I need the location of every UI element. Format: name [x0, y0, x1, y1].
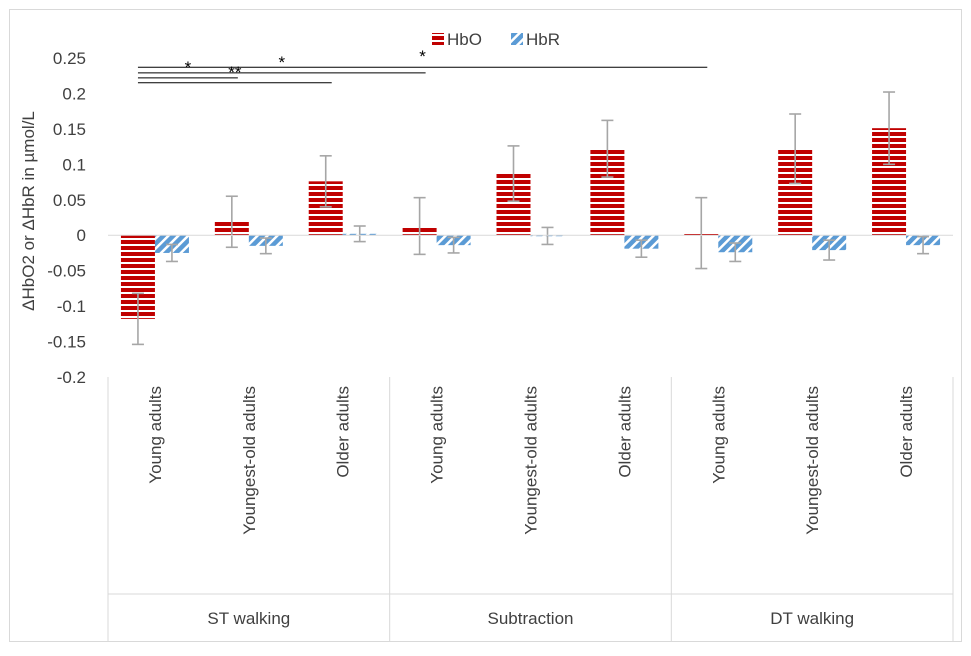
error-bar-hbr — [541, 226, 554, 246]
category-label: Young adults — [146, 386, 165, 484]
error-bar-hbo — [507, 145, 520, 202]
significance-bracket: * — [137, 47, 708, 68]
error-bar-hbo — [883, 91, 896, 166]
significance-marker: ** — [228, 63, 242, 82]
group-label: DT walking — [770, 609, 854, 628]
error-bar-hbr — [823, 239, 836, 261]
legend-item: HbR — [511, 30, 560, 49]
legend-swatch — [511, 33, 523, 45]
y-tick-label: 0 — [77, 226, 86, 245]
error-bar-hbo — [789, 113, 802, 185]
significance-marker: * — [419, 47, 426, 66]
y-tick-label: 0.05 — [53, 191, 86, 210]
y-tick-label: -0.15 — [47, 333, 86, 352]
y-tick-label: 0.15 — [53, 120, 86, 139]
legend-swatch — [432, 33, 444, 45]
group-label: Subtraction — [488, 609, 574, 628]
significance-marker: * — [278, 53, 285, 72]
legend-item: HbO — [432, 30, 482, 49]
category-label: Older adults — [334, 386, 353, 478]
y-tick-label: -0.05 — [47, 262, 86, 281]
y-tick-label: 0.25 — [53, 49, 86, 68]
error-bar-hbo — [601, 119, 614, 178]
legend-label: HbR — [526, 30, 560, 49]
y-tick-label: -0.1 — [57, 297, 86, 316]
category-label: Youngest-old adults — [240, 386, 259, 535]
error-bar-hbo — [225, 195, 238, 249]
error-bar-hbr — [917, 235, 930, 255]
error-bar-hbr — [447, 236, 460, 254]
significance-bracket: * — [137, 53, 426, 74]
y-tick-label: 0.1 — [62, 155, 86, 174]
y-tick-label: -0.2 — [57, 368, 86, 387]
category-label: Young adults — [709, 386, 728, 484]
category-label: Older adults — [897, 386, 916, 478]
group-label: ST walking — [207, 609, 290, 628]
error-bar-hbo — [413, 196, 426, 256]
error-bar-hbo — [131, 292, 144, 346]
error-bar-hbr — [353, 225, 366, 243]
chart-frame — [9, 9, 962, 642]
error-bar-hbr — [635, 239, 648, 258]
error-bar-hbr — [729, 242, 742, 263]
category-label: Older adults — [615, 386, 634, 478]
error-bar-hbo — [319, 155, 332, 208]
error-bar-hbr — [165, 243, 178, 263]
y-tick-label: 0.2 — [62, 84, 86, 103]
category-label: Youngest-old adults — [803, 386, 822, 535]
error-bar-hbr — [259, 237, 272, 255]
y-axis-title: ΔHbO2 or ΔHbR in µmol/L — [19, 111, 38, 311]
category-label: Young adults — [428, 386, 447, 484]
error-bar-hbo — [695, 196, 708, 270]
category-label: Youngest-old adults — [522, 386, 541, 535]
legend-label: HbO — [447, 30, 482, 49]
